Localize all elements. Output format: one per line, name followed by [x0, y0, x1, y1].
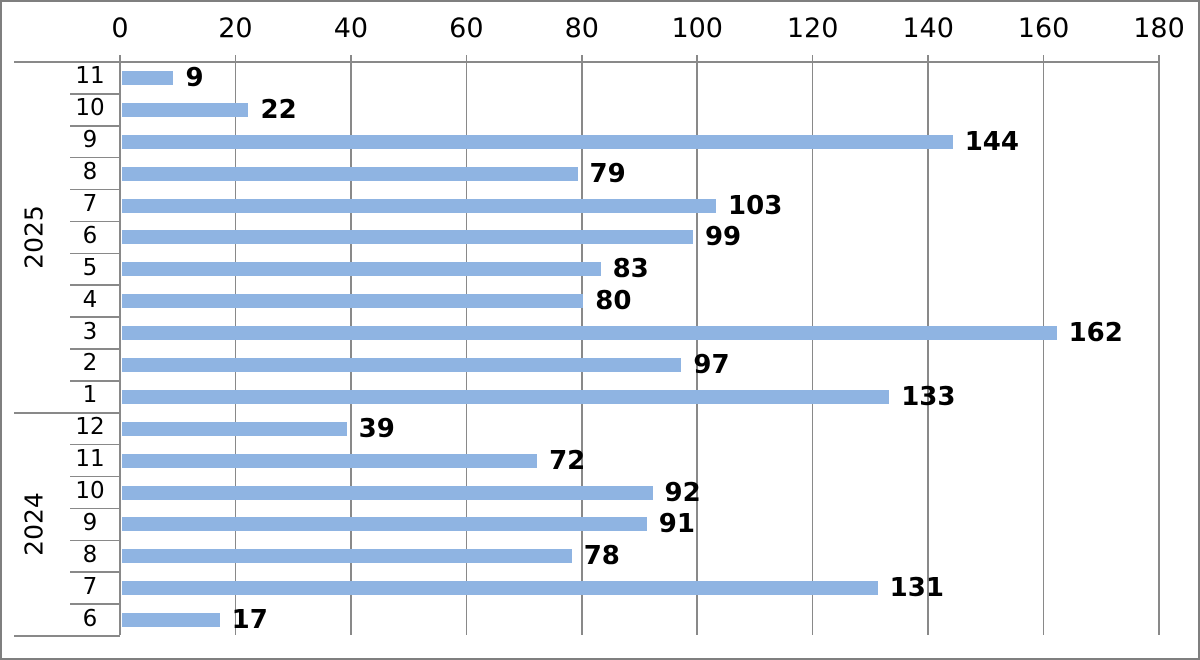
category-label: 9	[82, 127, 98, 154]
gridline	[119, 55, 121, 635]
bar-value-label: 17	[231, 605, 268, 636]
category-label: 2	[82, 350, 98, 377]
category-tick	[70, 252, 120, 255]
gridline	[811, 55, 814, 635]
category-label: 3	[82, 318, 98, 345]
x-axis-tick-label: 120	[786, 13, 839, 44]
category-tick	[70, 380, 120, 382]
bar-value-label: 97	[693, 349, 730, 380]
bar-value-label: 144	[964, 126, 1019, 157]
category-label: 7	[82, 573, 98, 600]
x-axis-tick-label: 140	[902, 13, 954, 44]
category-tick	[70, 571, 120, 573]
gridline	[1158, 55, 1160, 635]
category-label: 10	[75, 478, 105, 504]
category-label: 7	[82, 191, 98, 217]
bar	[121, 102, 249, 117]
x-axis-tick-label: 20	[218, 13, 253, 44]
bar-value-label: 83	[612, 254, 649, 285]
category-tick	[70, 156, 120, 159]
category-tick	[70, 93, 120, 95]
bar	[121, 230, 693, 245]
category-label: 6	[82, 222, 98, 249]
bar	[121, 389, 890, 404]
category-label: 9	[82, 509, 98, 536]
bar-value-label: 79	[589, 158, 626, 189]
category-label: 6	[82, 605, 98, 632]
category-tick	[70, 284, 120, 286]
gridline	[696, 55, 698, 635]
x-axis-tick-label: 100	[671, 13, 723, 44]
gridline	[581, 55, 583, 635]
year-separator-line	[14, 412, 120, 414]
year-label: 2024	[19, 492, 49, 557]
bar-value-label: 103	[728, 190, 783, 221]
bar-value-label: 99	[704, 222, 742, 253]
gridline	[465, 55, 468, 635]
gridline	[234, 55, 237, 635]
category-label: 5	[82, 254, 98, 281]
bar-value-label: 91	[658, 509, 695, 540]
bar	[121, 517, 647, 532]
bar	[121, 198, 717, 213]
bar	[121, 326, 1057, 341]
gridline	[927, 55, 929, 635]
bar-value-label: 9	[185, 62, 204, 93]
category-label: 8	[82, 541, 98, 568]
category-tick	[70, 507, 120, 510]
bar	[121, 294, 584, 309]
bar	[121, 357, 682, 372]
bar-value-label: 78	[583, 541, 620, 572]
x-axis-tick-label: 60	[449, 13, 484, 44]
x-axis-line	[14, 61, 1159, 63]
bar	[121, 262, 601, 277]
bar	[121, 485, 653, 500]
year-label: 2025	[19, 205, 49, 270]
bar-value-label: 39	[358, 413, 395, 444]
category-label: 8	[82, 159, 98, 186]
category-tick	[70, 475, 120, 478]
gridline	[1042, 55, 1045, 635]
gridline	[350, 55, 352, 635]
category-tick	[70, 316, 120, 318]
category-tick	[70, 125, 120, 127]
category-tick	[70, 220, 120, 223]
category-label: 1	[82, 382, 98, 409]
category-label: 10	[75, 95, 105, 122]
category-tick	[70, 603, 120, 605]
bar-value-label: 162	[1068, 318, 1123, 349]
bar-value-label: 92	[664, 477, 701, 508]
bar	[121, 134, 953, 149]
category-tick	[70, 188, 120, 191]
x-axis-tick-label: 40	[333, 13, 369, 44]
x-axis-tick-label: 160	[1017, 13, 1070, 44]
bar-value-label: 133	[901, 381, 956, 412]
category-tick	[70, 539, 120, 542]
category-label: 12	[75, 414, 105, 441]
bar	[121, 581, 878, 596]
x-axis-tick-label: 80	[564, 13, 599, 44]
bar	[121, 453, 538, 468]
category-label: 11	[75, 63, 105, 90]
x-axis-tick-label: 0	[111, 13, 129, 44]
bar	[121, 613, 220, 628]
bar-value-label: 131	[889, 573, 944, 604]
category-tick	[70, 443, 120, 446]
bar	[121, 549, 572, 564]
bar-value-label: 80	[595, 286, 632, 317]
category-tick	[70, 348, 120, 350]
category-axis-bottom-line	[14, 635, 120, 637]
category-label: 11	[75, 446, 105, 473]
bar	[121, 421, 347, 436]
bar-value-label: 72	[549, 445, 586, 476]
bar-value-label: 22	[260, 94, 297, 125]
bar	[121, 166, 578, 181]
category-label: 4	[82, 286, 98, 313]
bar	[121, 70, 174, 85]
x-axis-tick-label: 180	[1133, 13, 1185, 44]
